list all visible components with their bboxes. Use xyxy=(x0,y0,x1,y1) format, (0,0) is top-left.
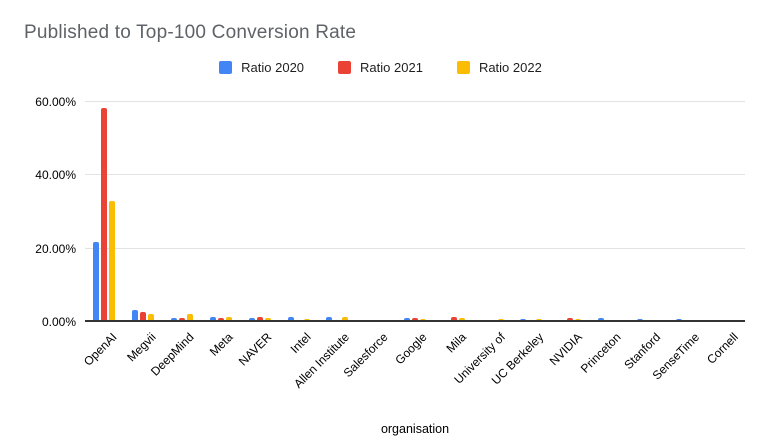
bar xyxy=(342,317,349,321)
x-tick-label: Intel xyxy=(287,330,314,356)
bar xyxy=(256,316,263,321)
bar xyxy=(264,317,271,321)
bar xyxy=(171,318,178,321)
legend-label: Ratio 2020 xyxy=(241,60,305,75)
legend-label: Ratio 2021 xyxy=(360,60,423,75)
legend-item: Ratio 2020 xyxy=(219,60,304,75)
bar xyxy=(303,318,310,321)
x-axis-title: organisation xyxy=(380,422,450,436)
bar xyxy=(458,317,465,321)
bar xyxy=(567,318,574,321)
y-tick-label: 60.00% xyxy=(35,95,76,109)
legend-swatch-icon xyxy=(219,61,233,74)
gridline xyxy=(85,101,745,102)
y-tick-label: 40.00% xyxy=(35,168,76,183)
bar xyxy=(225,316,232,321)
bar xyxy=(412,318,418,321)
gridline xyxy=(85,174,745,176)
bar xyxy=(101,108,108,321)
y-tick-label: 20.00% xyxy=(35,241,76,256)
legend-item: Ratio 2022 xyxy=(456,60,542,75)
legend-swatch-icon xyxy=(456,61,470,74)
x-tick-label: NAVER xyxy=(236,330,275,369)
legend: Ratio 2020 Ratio 2021 Ratio 2022 xyxy=(0,60,761,75)
y-tick-label: 0.00% xyxy=(41,315,76,329)
legend-item: Ratio 2021 xyxy=(338,60,423,75)
bar xyxy=(217,318,224,321)
legend-swatch-icon xyxy=(338,61,352,74)
x-tick-label: Mila xyxy=(443,330,469,356)
bar xyxy=(187,314,194,321)
bar xyxy=(140,311,147,321)
x-axis-line xyxy=(85,320,745,322)
x-tick-label: Cornell xyxy=(703,330,741,367)
legend-label: Ratio 2022 xyxy=(478,60,542,75)
bar xyxy=(109,201,116,321)
bar xyxy=(497,318,504,321)
x-tick-label: Megvii xyxy=(123,330,159,365)
bar xyxy=(93,241,100,321)
gridline xyxy=(85,247,745,249)
bar xyxy=(179,318,186,321)
chart-title: Published to Top-100 Conversion Rate xyxy=(24,22,357,43)
bar xyxy=(148,313,155,321)
bar xyxy=(132,310,139,321)
bar xyxy=(248,317,255,321)
x-tick-label: Google xyxy=(392,330,430,368)
bar xyxy=(404,318,410,321)
bar xyxy=(598,317,605,321)
bar xyxy=(287,316,294,321)
x-tick-label: Meta xyxy=(207,330,236,359)
bar xyxy=(575,318,582,321)
bar xyxy=(326,317,333,321)
bar xyxy=(450,317,457,321)
bar xyxy=(209,316,216,321)
x-tick-label: OpenAI xyxy=(80,330,120,369)
bar xyxy=(420,318,426,321)
bar xyxy=(675,318,682,321)
x-tick-label: Princeton xyxy=(578,330,625,376)
